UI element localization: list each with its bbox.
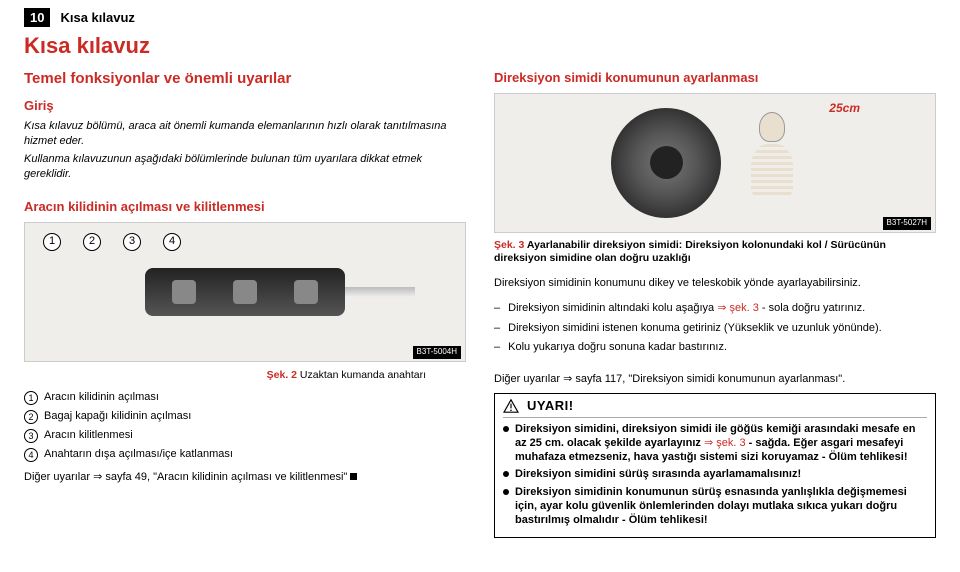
ref-left: Diğer uyarılar ⇒ sayfa 49, "Aracın kilid… [24, 470, 466, 485]
num-circle: 1 [24, 391, 38, 405]
warning-title: UYARI! [527, 397, 574, 415]
list-item: 1 Aracın kilidinin açılması [24, 390, 466, 405]
arrow-icon: ⇒ [563, 372, 572, 387]
ref-right: Diğer uyarılar ⇒ sayfa 117, "Direksiyon … [494, 372, 936, 387]
section-key: Aracın kilidinin açılması ve kilitlenmes… [24, 198, 466, 216]
fig3-text: Ayarlanabilir direksiyon simidi: Direksi… [494, 239, 886, 265]
dash-icon: – [494, 340, 500, 355]
key-num-4: 4 [163, 233, 181, 251]
header-title: Kısa kılavuz [60, 10, 134, 25]
item-text: Bagaj kapağı kilidinin açılması [44, 409, 191, 424]
key-blade-icon [345, 287, 415, 297]
ref-text: sayfa 117, "Direksiyon simidi konumunun … [575, 373, 845, 385]
skull-icon [759, 112, 785, 142]
subtitle-left: Temel fonksiyonlar ve önemli uyarılar [24, 69, 466, 89]
fig-link: ⇒ şek. 3 [704, 437, 746, 449]
steering-illustration: 25cm B3T-5027H [494, 93, 936, 233]
key-body-graphic [145, 268, 345, 316]
section-steering: Direksiyon simidi konumunun ayarlanması [494, 69, 936, 87]
page-number: 10 [24, 8, 50, 27]
dash-item: –Direksiyon simidini istenen konuma geti… [494, 321, 936, 336]
key-num-2: 2 [83, 233, 101, 251]
left-column: Temel fonksiyonlar ve önemli uyarılar Gi… [24, 69, 466, 560]
item-text: Anahtarın dışa açılması/içe katlanması [44, 447, 233, 462]
warn-b3: Direksiyon simidinin konumunun sürüş esn… [515, 485, 927, 528]
fig-link: ⇒ şek. 3 [717, 302, 759, 314]
dash-icon: – [494, 301, 500, 316]
warn-bullet: Direksiyon simidini sürüş sırasında ayar… [503, 467, 927, 481]
ref-prefix: Diğer uyarılar [494, 373, 560, 385]
body-text-1: Direksiyon simidinin konumunu dikey ve t… [494, 276, 936, 291]
bullet-icon [503, 489, 509, 495]
list-item: 3 Aracın kilitlenmesi [24, 428, 466, 443]
key-button-icon [172, 280, 196, 304]
dash-item: –Kolu yukarıya doğru sonuna kadar bastır… [494, 340, 936, 355]
intro-head: Giriş [24, 97, 466, 115]
warn-bullet: Direksiyon simidini, direksiyon simidi i… [503, 422, 927, 465]
intro-p2: Kullanma kılavuzunun aşağıdaki bölümleri… [24, 152, 466, 182]
num-circle: 3 [24, 429, 38, 443]
ribs-icon [751, 144, 793, 198]
right-column: Direksiyon simidi konumunun ayarlanması … [494, 69, 936, 560]
list-item: 4 Anahtarın dışa açılması/içe katlanması [24, 447, 466, 462]
warning-box: UYARI! Direksiyon simidini, direksiyon s… [494, 393, 936, 538]
dash-icon: – [494, 321, 500, 336]
end-mark-icon [350, 473, 357, 480]
list-item: 2 Bagaj kapağı kilidinin açılması [24, 409, 466, 424]
dash-pre: Direksiyon simidini istenen konuma getir… [508, 321, 882, 336]
key-num-3: 3 [123, 233, 141, 251]
item-text: Aracın kilidinin açılması [44, 390, 159, 405]
num-circle: 4 [24, 448, 38, 462]
key-button-icon [294, 280, 318, 304]
fig3-label: Şek. 3 [494, 239, 524, 251]
ref-text: sayfa 49, "Aracın kilidinin açılması ve … [105, 471, 347, 483]
fig2-caption: Şek. 2 Uzaktan kumanda anahtarı [24, 368, 466, 382]
key-num-1: 1 [43, 233, 61, 251]
bullet-icon [503, 471, 509, 477]
dash-pre: Direksiyon simidinin altındaki kolu aşağ… [508, 302, 717, 314]
item-text: Aracın kilitlenmesi [44, 428, 133, 443]
dash-post: - sola doğru yatırınız. [759, 302, 865, 314]
dash-item: –Direksiyon simidinin altındaki kolu aşa… [494, 301, 936, 316]
fig3-caption: Şek. 3 Ayarlanabilir direksiyon simidi: … [494, 239, 936, 266]
warn-b2: Direksiyon simidini sürüş sırasında ayar… [515, 467, 801, 481]
bullet-icon [503, 426, 509, 432]
skeleton-icon [729, 108, 819, 218]
key-illustration: 1 2 3 4 B3T-5004H [24, 222, 466, 362]
warn-bullet: Direksiyon simidinin konumunun sürüş esn… [503, 485, 927, 528]
image-code-2: B3T-5027H [883, 217, 931, 230]
warning-triangle-icon [503, 399, 519, 413]
image-code-1: B3T-5004H [413, 346, 461, 359]
distance-label: 25cm [829, 100, 860, 116]
fig2-text: Uzaktan kumanda anahtarı [300, 369, 426, 381]
ref-prefix: Diğer uyarılar [24, 471, 90, 483]
intro-p1: Kısa kılavuz bölümü, araca ait önemli ku… [24, 119, 466, 149]
fig2-label: Şek. 2 [267, 369, 297, 381]
arrow-icon: ⇒ [93, 470, 102, 485]
main-title: Kısa kılavuz [24, 33, 936, 59]
steering-wheel-icon [611, 108, 721, 218]
key-button-icon [233, 280, 257, 304]
dash-pre: Kolu yukarıya doğru sonuna kadar bastırı… [508, 340, 727, 355]
num-circle: 2 [24, 410, 38, 424]
